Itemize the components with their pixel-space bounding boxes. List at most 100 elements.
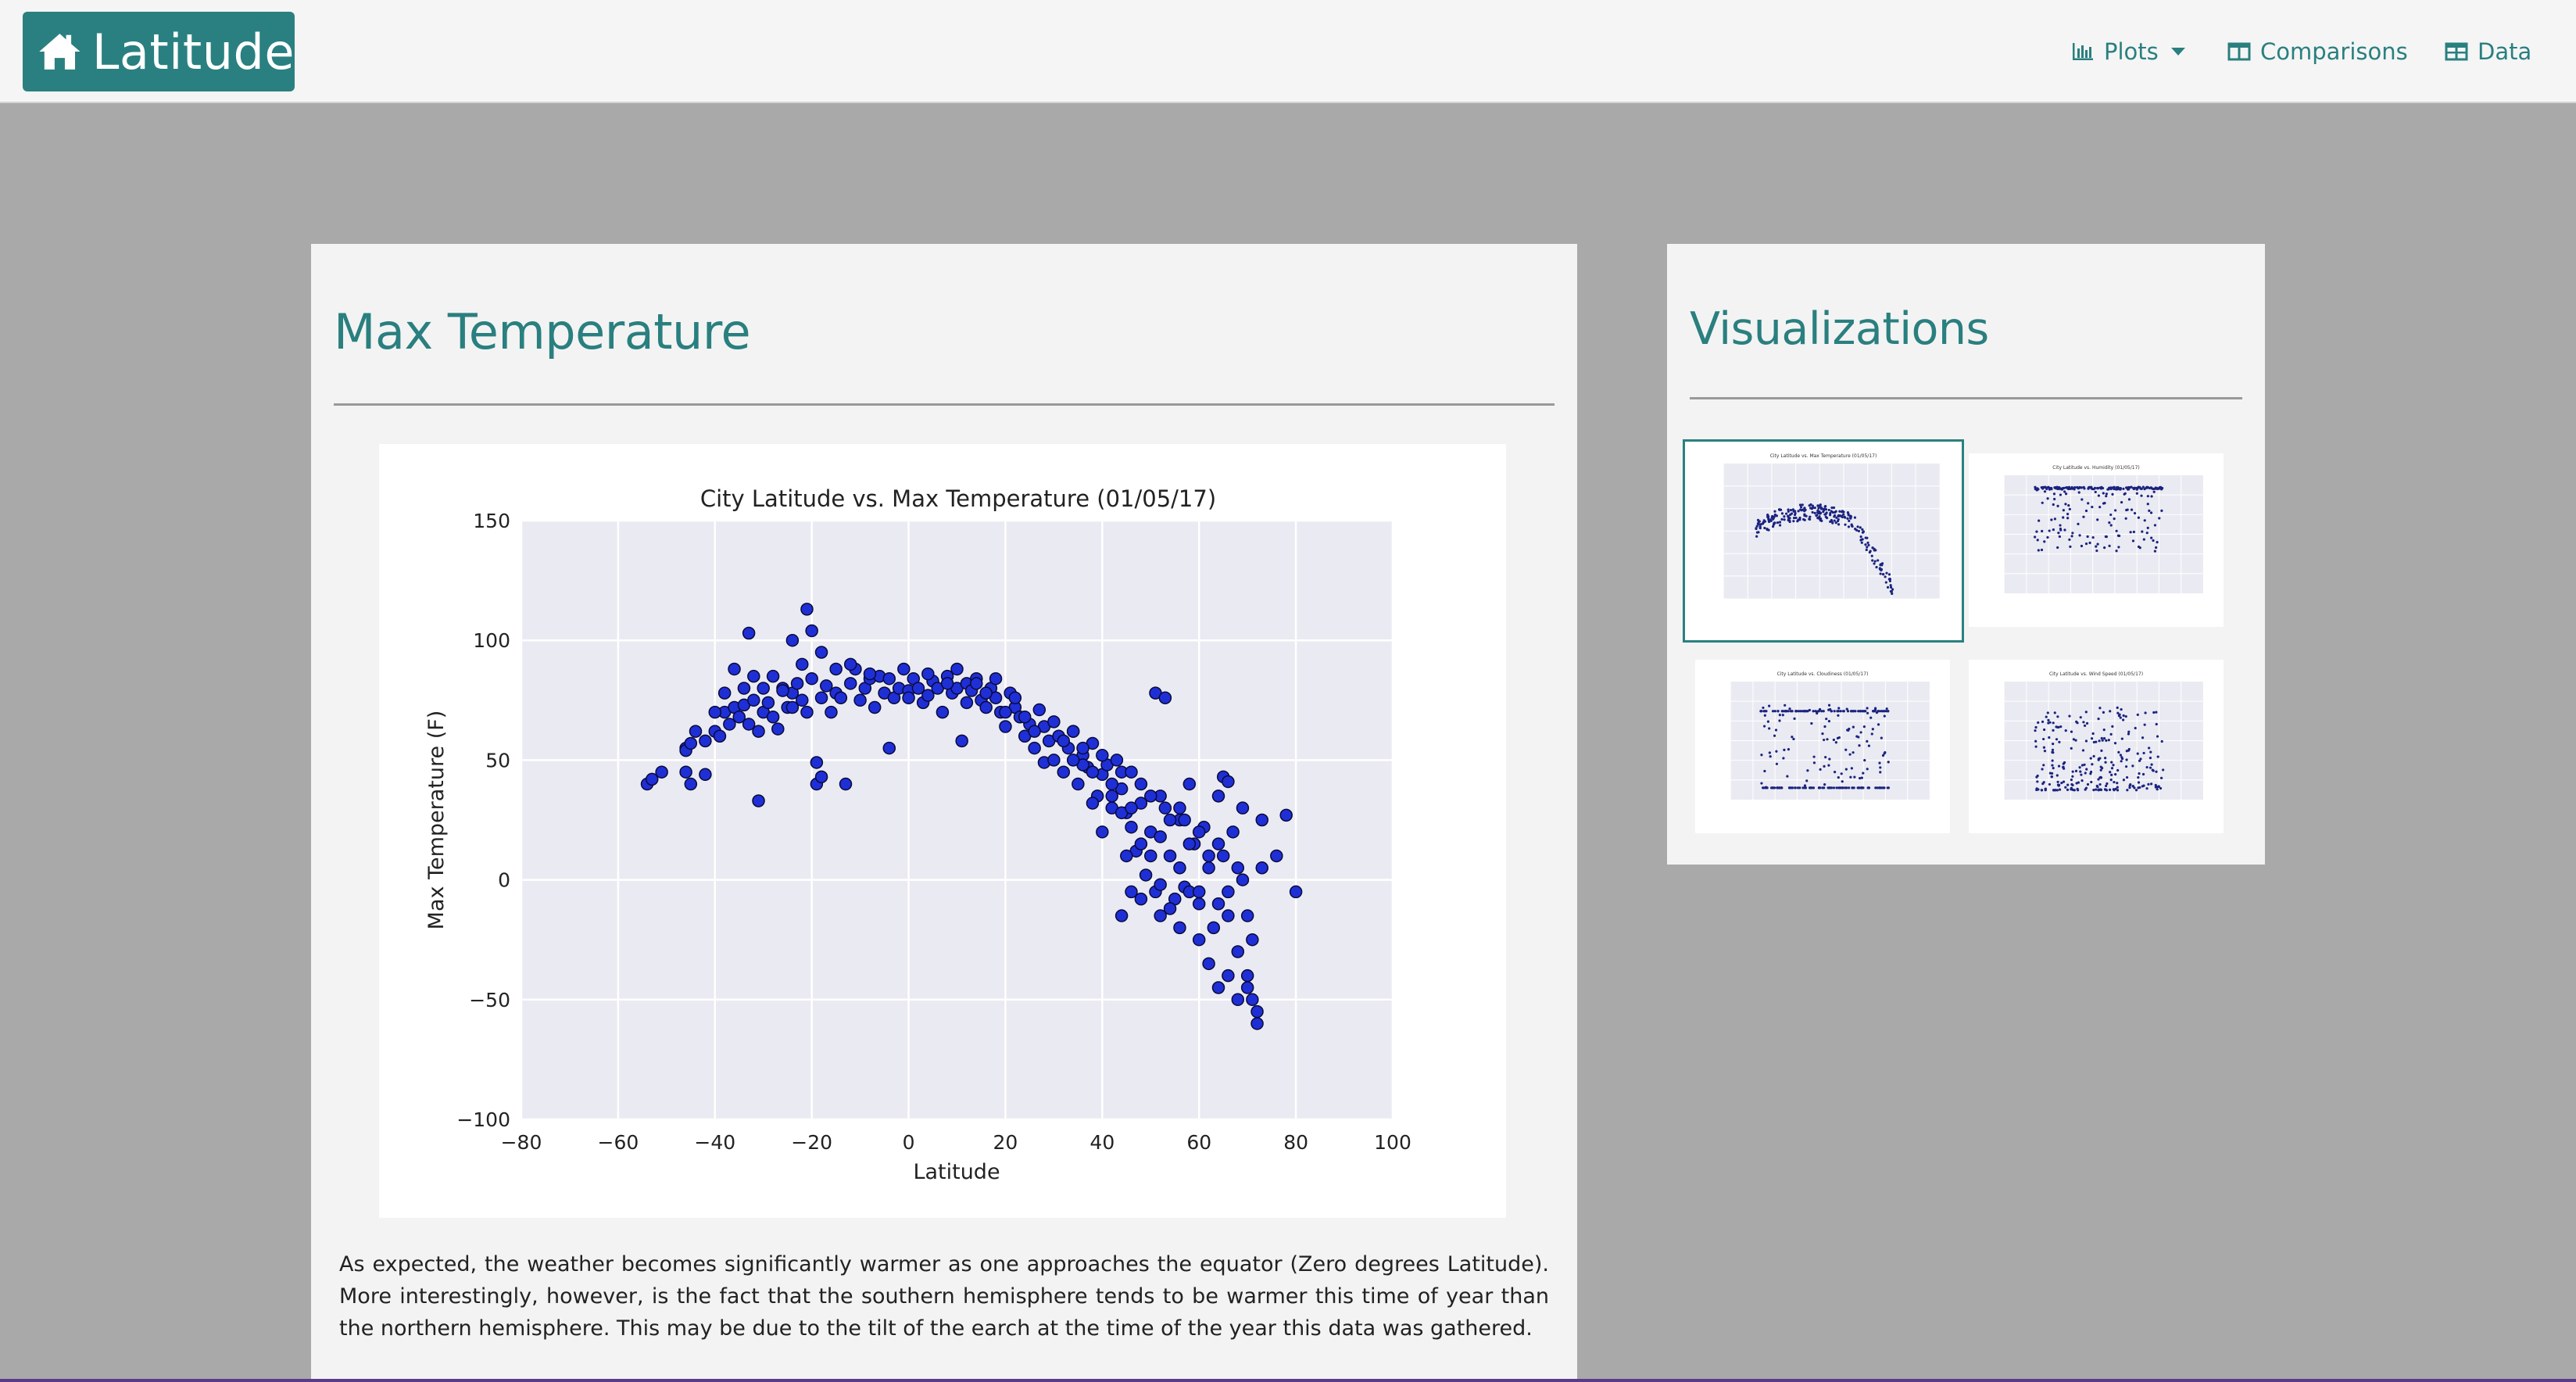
- thumbnail-data-point: [1787, 786, 1791, 789]
- thumbnail-data-point: [2064, 503, 2067, 506]
- thumbnail-data-point: [2125, 758, 2128, 761]
- thumbnail-data-point: [1792, 517, 1796, 520]
- thumbnail-data-point: [1836, 519, 1840, 523]
- thumbnail-data-point: [2070, 730, 2073, 733]
- thumbnail-data-point: [1859, 776, 1862, 780]
- thumbnail-data-point: [1832, 506, 1836, 510]
- thumbnail-data-point: [2107, 739, 2110, 742]
- thumbnail-data-point: [1887, 578, 1891, 581]
- thumbnail-data-point: [2043, 728, 2046, 732]
- thumbnail-data-point: [1788, 707, 1791, 711]
- thumbnail-data-point: [1792, 737, 1795, 741]
- thumbnail-data-point: [1827, 719, 1831, 723]
- data-point: [999, 705, 1012, 719]
- data-point: [1202, 861, 1215, 875]
- data-point: [771, 722, 785, 736]
- y-tick-label: 50: [485, 749, 510, 772]
- data-point: [766, 710, 780, 724]
- data-point: [766, 669, 780, 683]
- thumbnail-data-point: [1886, 786, 1889, 789]
- thumbnail-data-point: [2085, 768, 2088, 771]
- data-point: [1222, 775, 1235, 789]
- nav-plots-dropdown[interactable]: Plots: [2071, 34, 2185, 69]
- data-point: [1125, 885, 1138, 899]
- thumb-humidity[interactable]: City Latitude vs. Humidity (01/05/17): [1969, 453, 2224, 627]
- thumbnail-data-point: [1808, 517, 1811, 521]
- thumbnail-title: City Latitude vs. Humidity (01/05/17): [2052, 465, 2140, 471]
- thumbnail-data-point: [2146, 495, 2149, 498]
- thumbnail-data-point: [2050, 772, 2054, 775]
- data-point: [1120, 849, 1133, 863]
- thumbnail-data-point: [1875, 566, 1878, 569]
- data-point: [679, 765, 692, 779]
- thumbnail-data-point: [2130, 508, 2134, 511]
- thumbnail-data-point: [1858, 744, 1861, 747]
- thumbnail-data-point: [1878, 761, 1881, 764]
- thumbnail-data-point: [2062, 762, 2065, 765]
- data-point: [1066, 725, 1080, 738]
- data-point: [1096, 825, 1109, 839]
- thumbnail-data-point: [2056, 504, 2059, 507]
- thumbnail-data-point: [2160, 776, 2163, 779]
- thumbnail-data-point: [1813, 507, 1816, 510]
- thumbnail-data-point: [2066, 486, 2069, 489]
- data-point: [785, 700, 800, 714]
- thumbnail-data-point: [2092, 754, 2095, 758]
- thumbnail-data-point: [1885, 707, 1888, 711]
- thumb-wind-speed[interactable]: City Latitude vs. Wind Speed (01/05/17): [1969, 660, 2224, 833]
- thumbnail-data-point: [2104, 761, 2107, 764]
- thumb-max-temperature[interactable]: City Latitude vs. Max Temperature (01/05…: [1683, 439, 1964, 643]
- nav-comparisons-link[interactable]: Comparisons: [2227, 34, 2408, 69]
- nav-data-link[interactable]: Data: [2445, 34, 2531, 69]
- thumbnail-data-point: [2123, 492, 2126, 496]
- y-tick-label: 150: [473, 510, 510, 532]
- thumbnail-data-point: [2055, 725, 2058, 729]
- data-point: [761, 696, 775, 710]
- thumbnail-data-point: [1803, 710, 1806, 713]
- data-point: [1125, 820, 1138, 834]
- thumbnail-data-point: [1885, 571, 1888, 575]
- thumbnail-data-point: [1822, 710, 1825, 713]
- thumbnail-data-point: [2091, 505, 2094, 509]
- thumbnail-data-point: [1879, 572, 1882, 575]
- data-point: [1076, 741, 1089, 755]
- thumbnail-data-point: [2076, 485, 2079, 489]
- thumbnail-data-point: [2070, 487, 2073, 490]
- thumbnail-data-point: [1866, 739, 1869, 743]
- thumbnail-data-point: [1816, 512, 1820, 515]
- data-point: [1231, 861, 1245, 875]
- thumbnail-data-point: [2060, 781, 2063, 785]
- thumbnail-data-point: [2052, 721, 2055, 725]
- thumbnail-data-point: [1791, 710, 1794, 713]
- thumbnail-data-point: [2116, 782, 2119, 785]
- thumbnail-data-point: [2109, 524, 2113, 527]
- thumbnail-data-point: [2131, 764, 2134, 768]
- thumbnail-data-point: [1784, 512, 1788, 515]
- data-point: [1240, 909, 1254, 922]
- data-point: [921, 667, 935, 681]
- thumbnail-data-point: [1775, 514, 1778, 517]
- thumbnail-data-point: [1850, 524, 1853, 527]
- brand-home-link[interactable]: Latitude: [23, 12, 295, 91]
- thumbnail-data-point: [1775, 750, 1778, 753]
- thumbnail-title: City Latitude vs. Max Temperature (01/05…: [1770, 453, 1877, 459]
- thumbnail-data-point: [1771, 710, 1775, 713]
- thumbnail-data-point: [2070, 788, 2073, 791]
- thumbnail-data-point: [1833, 771, 1837, 774]
- thumbnail-data-point: [2037, 549, 2040, 552]
- thumb-cloudiness[interactable]: City Latitude vs. Cloudiness (01/05/17): [1695, 660, 1950, 833]
- data-point: [1216, 849, 1230, 863]
- thumbnail-data-point: [1835, 516, 1838, 519]
- thumbnail-data-point: [2125, 486, 2128, 489]
- thumbnail-data-point: [1795, 710, 1798, 713]
- thumbnail-data-point: [2052, 743, 2055, 746]
- data-point: [1105, 777, 1118, 791]
- thumbnail-data-point: [1799, 508, 1802, 511]
- thumbnail-data-point: [2117, 546, 2120, 549]
- data-point: [1222, 968, 1235, 983]
- data-point: [747, 669, 760, 683]
- thumbnail-data-point: [2068, 714, 2071, 718]
- thumbnail-data-point: [1766, 515, 1769, 518]
- thumbnail-data-point: [2114, 773, 2117, 776]
- thumbnail-data-point: [2141, 736, 2145, 739]
